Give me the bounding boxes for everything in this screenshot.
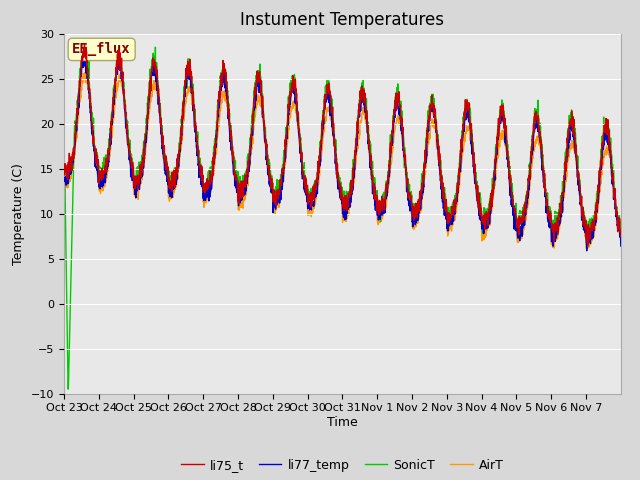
- Line: li75_t: li75_t: [64, 44, 621, 247]
- li75_t: [617, 234, 625, 240]
- li77_temp: [60, 176, 68, 182]
- SonicT: [236, 187, 244, 193]
- li75_t: [116, 54, 124, 60]
- li75_t: [542, 186, 550, 192]
- li75_t: [376, 210, 384, 216]
- AirT: [583, 246, 591, 252]
- AirT: [116, 77, 124, 83]
- li75_t: [81, 41, 88, 47]
- li75_t: [609, 170, 617, 176]
- AirT: [617, 240, 625, 246]
- li77_temp: [376, 209, 384, 215]
- li77_temp: [510, 226, 518, 232]
- AirT: [609, 180, 617, 186]
- X-axis label: Time: Time: [327, 416, 358, 429]
- SonicT: [64, 386, 72, 392]
- Legend: li75_t, li77_temp, SonicT, AirT: li75_t, li77_temp, SonicT, AirT: [176, 454, 509, 477]
- SonicT: [81, 37, 88, 43]
- Y-axis label: Temperature (C): Temperature (C): [12, 163, 26, 264]
- SonicT: [116, 48, 124, 54]
- SonicT: [542, 190, 550, 196]
- li75_t: [584, 244, 591, 250]
- li77_temp: [609, 183, 617, 189]
- Line: SonicT: SonicT: [64, 40, 621, 389]
- li77_temp: [236, 199, 244, 204]
- SonicT: [60, 172, 68, 178]
- Title: Instument Temperatures: Instument Temperatures: [241, 11, 444, 29]
- AirT: [542, 189, 550, 195]
- li77_temp: [80, 52, 88, 58]
- Line: AirT: AirT: [64, 73, 621, 249]
- AirT: [376, 219, 384, 225]
- SonicT: [617, 232, 625, 238]
- SonicT: [376, 208, 384, 214]
- AirT: [236, 201, 244, 206]
- li75_t: [60, 171, 68, 177]
- AirT: [60, 184, 68, 190]
- Line: li77_temp: li77_temp: [64, 55, 621, 251]
- AirT: [81, 70, 88, 76]
- AirT: [510, 213, 518, 219]
- Text: EE_flux: EE_flux: [72, 42, 131, 56]
- li77_temp: [542, 194, 550, 200]
- li77_temp: [617, 243, 625, 249]
- li77_temp: [583, 248, 591, 253]
- li77_temp: [116, 65, 124, 71]
- SonicT: [511, 204, 518, 210]
- SonicT: [609, 177, 617, 183]
- li75_t: [236, 191, 244, 197]
- li75_t: [510, 204, 518, 210]
